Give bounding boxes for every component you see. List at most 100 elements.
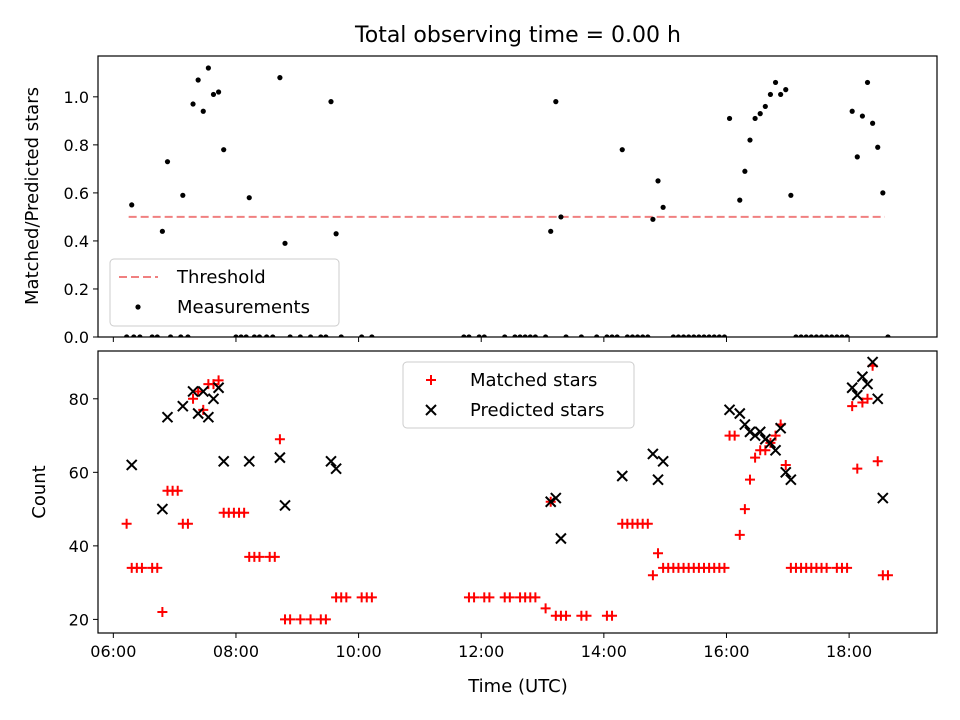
matched-star-point [239,507,250,518]
predicted-star-point [550,492,562,504]
measurement-point [609,334,615,337]
measurement-point [859,113,865,119]
measurement-point [502,334,508,337]
predicted-star-point [616,470,628,482]
measurement-point [238,334,244,337]
measurement-point [270,334,276,337]
matched-star-point [274,434,285,445]
measurement-point [660,204,666,210]
predicted-star-point [156,503,169,515]
measurement-point [338,334,344,337]
bottom-y-axis-label: Count [29,465,50,518]
measurement-point [614,334,620,337]
measurement-point [167,334,174,337]
measurement-point [178,334,184,337]
measurement-point [221,147,227,153]
matched-star-point [152,562,163,573]
matched-star-point [121,518,132,529]
matched-star-point [182,518,193,529]
measurement-point [742,168,748,174]
measurement-point [333,231,339,237]
y-tick-label: 0.6 [64,184,89,203]
predicted-star-point [856,371,869,383]
measurement-point [880,190,886,196]
x-axis-label: Time (UTC) [467,676,568,697]
measurement-point [251,334,257,337]
measurement-point [159,228,165,234]
predicted-star-point [274,451,286,464]
matched-star-point [729,430,740,441]
measurement-point [650,216,656,222]
measurement-point [818,334,825,337]
figure-title: Total observing time = 0.00 h [354,23,681,48]
matched-star-point [530,592,541,603]
measurement-point [670,334,676,337]
predicted-star-point [877,492,889,504]
measurement-point [778,91,784,98]
measurement-point [190,101,196,107]
measurement-point [594,334,600,337]
matched-star-point [852,463,863,474]
legend: Matched stars Predicted stars [402,361,635,429]
predicted-star-point [187,385,199,398]
matched-star-point [653,548,664,559]
measurement-point [824,334,830,337]
measurement-point [772,79,779,86]
predicted-star-point [279,499,291,512]
measurement-point [318,334,324,337]
matched-star-point [469,592,480,603]
measurement-point [634,334,641,337]
measurement-point [164,159,171,165]
measurement-point [680,334,687,337]
measurement-point [767,91,774,98]
axes-frame [97,55,938,338]
measurement-point [834,334,840,337]
matched-star-point [744,474,755,485]
axes-frame [97,350,938,634]
measurement-point [803,334,809,337]
top-panel: 0.0 0.2 0.4 0.6 0.8 1.0 Threshold Measurements [64,55,938,347]
measurement-point [558,214,564,220]
matched-star-point [172,485,183,496]
measurement-point [655,178,661,184]
predicted-star-point [744,426,756,438]
predicted-star-point [192,407,204,420]
matched-star-point [647,570,658,581]
measurement-point [282,240,288,246]
measurement-point [481,334,487,337]
legend-measurement-swatch [135,304,141,310]
measurement-point [522,334,528,337]
predicted-star-point [212,382,225,394]
predicted-star-point [774,422,787,434]
matched-star-point [872,456,883,467]
measurement-point [870,120,876,126]
predicted-star-point [846,382,858,394]
measurement-point [645,334,651,337]
matched-star-point [750,452,761,463]
x-tick-label: 08:00 [213,642,259,661]
measurement-point [844,334,850,337]
measurement-point [517,334,523,337]
measurement-point [783,87,789,93]
matched-star-point [642,518,653,529]
measurement-point [563,334,569,337]
measurement-point [461,334,467,337]
y-tick-label: 0.4 [64,232,89,251]
measurement-point [885,334,891,337]
measurement-point [476,334,482,337]
x-tick-label: 14:00 [581,642,627,661]
measurement-point [277,75,283,81]
measurement-point [737,197,743,203]
measurement-point [129,202,135,208]
measurement-point [798,334,804,337]
predicted-star-point [217,455,230,468]
matched-star-point [136,562,147,573]
measurement-point [180,192,186,198]
measurement-point [875,144,881,150]
measurement-point [726,115,733,122]
legend-predicted-swatch [425,404,437,416]
measurement-point [149,334,155,337]
matched-star-point [882,570,893,581]
matched-star-point [193,386,204,397]
